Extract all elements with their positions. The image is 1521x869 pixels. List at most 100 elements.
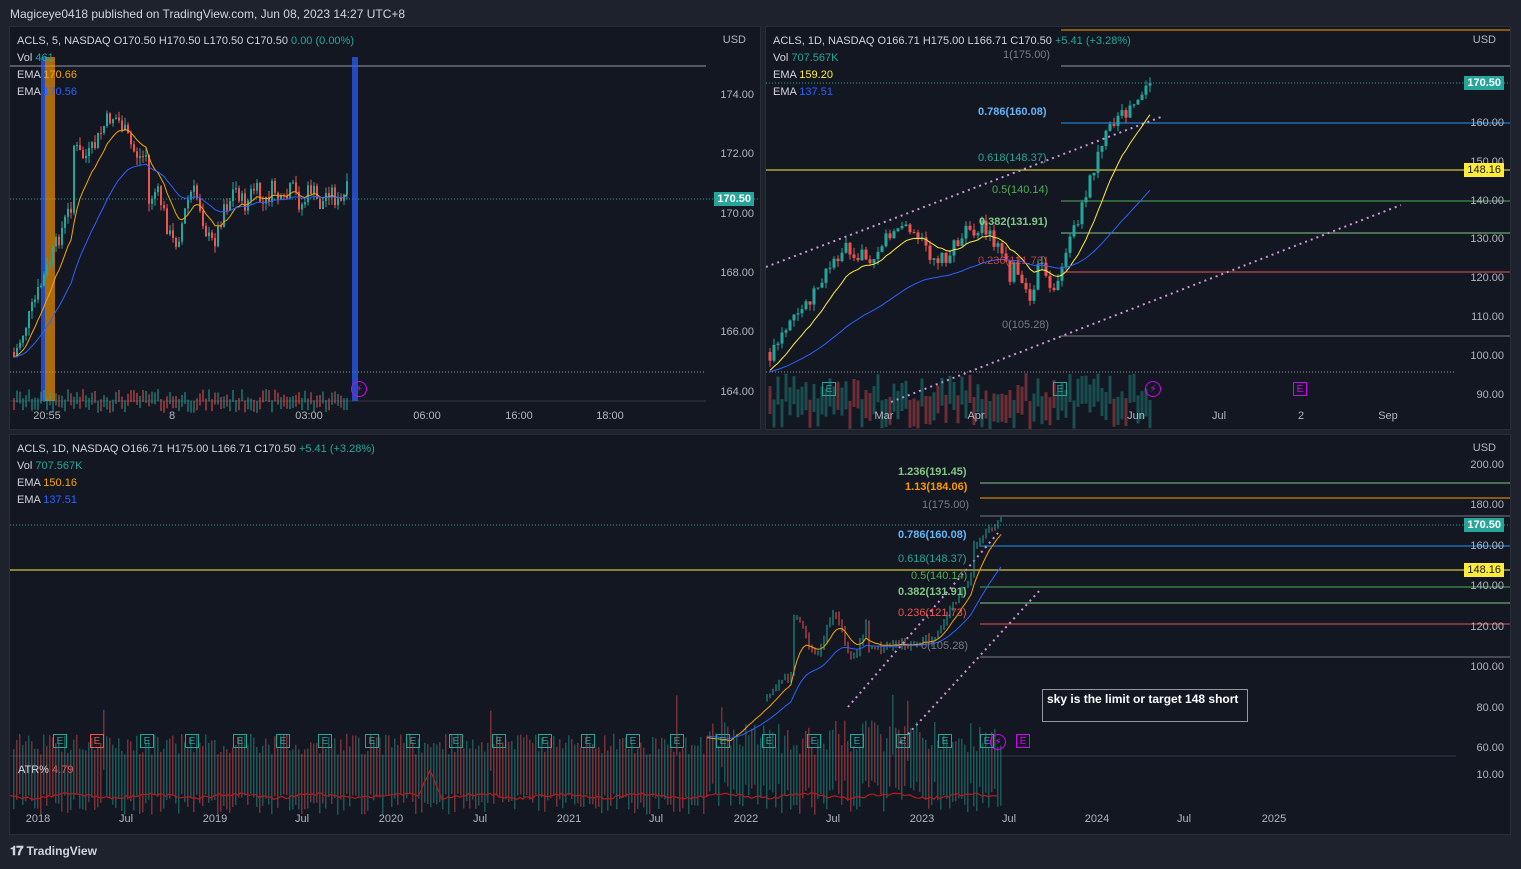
volume-bar: [139, 396, 141, 409]
fib-level-label: 0.618(148.37): [978, 152, 1047, 164]
volume-bar: [562, 748, 564, 809]
volume-bar: [932, 392, 936, 421]
panel2-plot[interactable]: [766, 27, 1511, 430]
earnings-icon[interactable]: E: [492, 734, 506, 748]
earnings-icon[interactable]: E: [716, 734, 730, 748]
volume-bar: [463, 748, 465, 809]
earnings-icon[interactable]: E: [670, 734, 684, 748]
earnings-icon[interactable]: E: [626, 734, 640, 748]
earnings-icon[interactable]: E: [449, 734, 463, 748]
earnings-icon[interactable]: E: [140, 734, 154, 748]
candle: [154, 192, 156, 199]
vol-label[interactable]: Vol: [773, 52, 789, 64]
volume-bar: [292, 396, 294, 409]
volume-bar: [109, 737, 111, 798]
panel3-plot[interactable]: [10, 435, 1511, 835]
volume-bar: [256, 746, 258, 807]
symbol-label[interactable]: ACLS, 5, NASDAQ: [17, 35, 111, 47]
earnings-icon[interactable]: E: [807, 734, 821, 748]
chart-panel-daily-long[interactable]: ACLS, 1D, NASDAQ O166.71 H175.00 L166.71…: [9, 434, 1511, 835]
annotation-note[interactable]: sky is the limit or target 148 short: [1042, 689, 1248, 722]
candle: [265, 196, 267, 204]
earnings-icon[interactable]: E: [365, 734, 379, 748]
earnings-icon[interactable]: E: [233, 734, 247, 748]
candle: [936, 258, 940, 263]
volume-bar: [768, 386, 772, 415]
earnings-icon[interactable]: E: [276, 734, 290, 748]
candle: [127, 124, 129, 134]
symbol-label[interactable]: ACLS, 1D, NASDAQ: [17, 443, 119, 455]
vol-label[interactable]: Vol: [17, 460, 33, 472]
volume-bar: [895, 727, 897, 788]
candle: [1036, 264, 1040, 290]
y-tick: 174.00: [720, 89, 754, 101]
ema-label[interactable]: EMA: [17, 69, 41, 81]
earnings-upcoming-icon[interactable]: E: [1293, 382, 1307, 396]
earnings-upcoming-icon[interactable]: E: [1016, 734, 1030, 748]
earnings-icon[interactable]: E: [980, 734, 994, 748]
volume-bar: [160, 751, 162, 812]
volume-bar: [484, 751, 486, 812]
earnings-icon[interactable]: E: [538, 734, 552, 748]
earnings-icon[interactable]: E: [53, 734, 67, 748]
volume-bar: [967, 752, 969, 813]
volume-bar: [187, 746, 189, 807]
volume-bar: [274, 736, 276, 797]
earnings-icon[interactable]: E: [762, 734, 776, 748]
volume-bar: [415, 754, 417, 815]
volume-bar: [730, 745, 732, 806]
volume-bar: [970, 723, 972, 784]
earnings-icon[interactable]: E: [581, 734, 595, 748]
earnings-icon[interactable]: E: [938, 734, 952, 748]
fib-level-label: 1.236(191.45): [898, 466, 967, 478]
volume-bar: [46, 398, 48, 411]
ema-label[interactable]: EMA: [773, 69, 797, 81]
volume-bar: [238, 737, 240, 798]
volume-bar: [571, 739, 573, 800]
session-highlight: [41, 57, 45, 401]
volume-bar: [742, 746, 744, 807]
earnings-icon[interactable]: E: [896, 734, 910, 748]
ema-label[interactable]: EMA: [773, 86, 797, 98]
volume-bar: [961, 738, 963, 799]
volume-bar: [1104, 391, 1108, 420]
vol-label[interactable]: Vol: [17, 52, 33, 64]
volume-bar: [403, 742, 405, 803]
earnings-icon[interactable]: E: [1053, 382, 1067, 396]
price-axis[interactable]: 200.00 180.00 160.00 140.00 120.00 100.0…: [1454, 435, 1510, 834]
y-tick: 110.00: [1471, 311, 1504, 323]
ema-label[interactable]: EMA: [17, 477, 41, 489]
earnings-icon[interactable]: E: [318, 734, 332, 748]
volume-bar: [328, 737, 330, 798]
volume-bar: [187, 399, 189, 412]
candle: [888, 233, 892, 239]
volume-bar: [34, 748, 36, 809]
volume-bar: [812, 384, 816, 413]
symbol-label[interactable]: ACLS, 1D, NASDAQ: [773, 35, 875, 47]
price-axis[interactable]: 174.00 172.00 170.00 168.00 166.00 164.0…: [704, 27, 760, 429]
atr-label[interactable]: ATR%: [18, 764, 49, 776]
volume-bar: [124, 400, 126, 413]
volume-bar: [151, 391, 153, 404]
price-axis[interactable]: 160.00 150.00 140.00 130.00 120.00 110.0…: [1454, 27, 1510, 429]
chart-panel-5min[interactable]: ACLS, 5, NASDAQ O170.50 H170.50 L170.50 …: [9, 26, 761, 430]
tradingview-brand[interactable]: 𝟏𝟕 TradingView: [10, 843, 97, 859]
ema-label[interactable]: EMA: [17, 494, 41, 506]
chart-panel-daily[interactable]: ACLS, 1D, NASDAQ O166.71 H175.00 L166.71…: [765, 26, 1511, 430]
panel1-plot[interactable]: [10, 27, 761, 430]
dividend-bolt-icon[interactable]: ⚡: [990, 734, 1006, 750]
candle: [880, 246, 884, 252]
volume-bar: [178, 753, 180, 814]
earnings-miss-icon[interactable]: E: [90, 734, 104, 748]
earnings-icon[interactable]: E: [406, 734, 420, 748]
earnings-icon[interactable]: E: [185, 734, 199, 748]
ema-label[interactable]: EMA: [17, 86, 41, 98]
candle: [202, 211, 204, 227]
volume-bar: [127, 393, 129, 406]
volume-bar: [871, 720, 873, 781]
dividend-bolt-icon[interactable]: ⚡: [1145, 381, 1161, 397]
volume-bar: [568, 735, 570, 796]
earnings-icon[interactable]: E: [822, 382, 836, 396]
earnings-icon[interactable]: E: [850, 734, 864, 748]
dividend-bolt-icon[interactable]: ⚡: [351, 381, 367, 397]
